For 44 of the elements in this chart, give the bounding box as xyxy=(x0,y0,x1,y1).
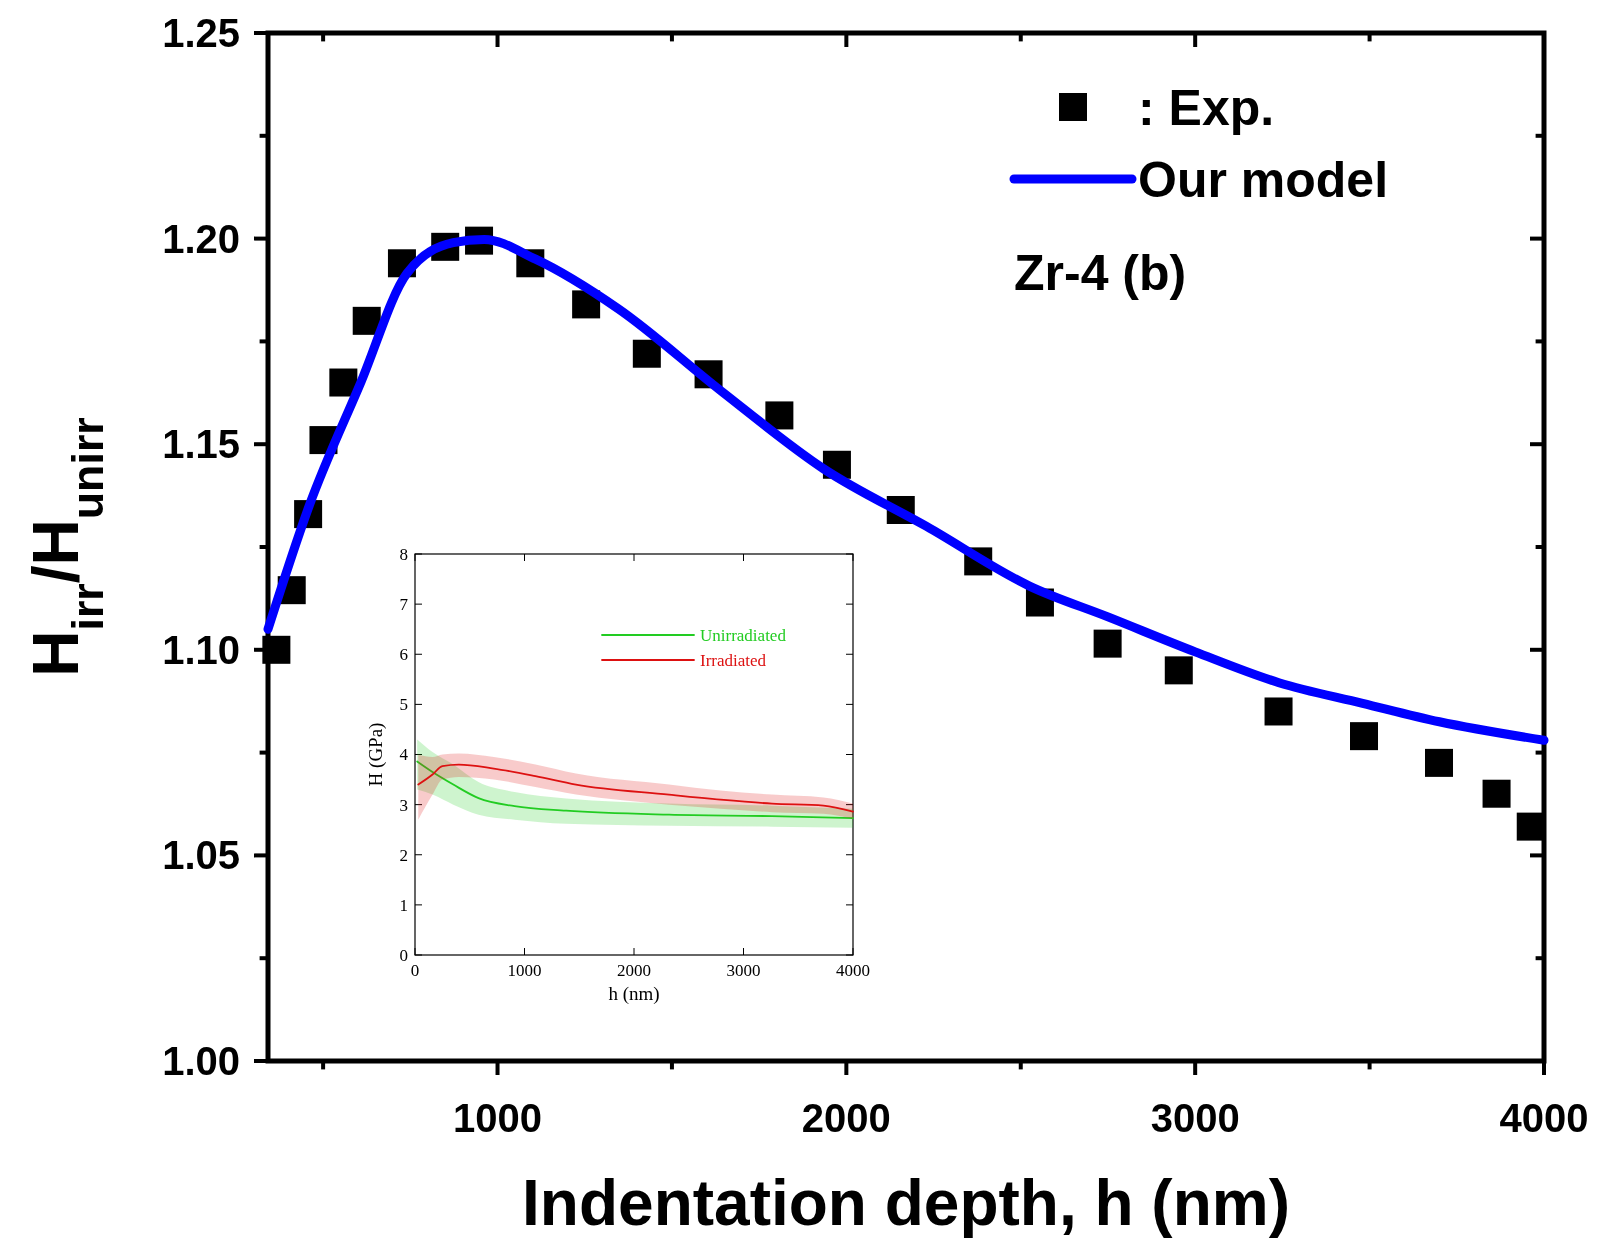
y-tick-label: 2 xyxy=(399,845,408,865)
x-tick-label: 2000 xyxy=(617,961,651,980)
point xyxy=(1093,629,1122,658)
text: Unirradiated xyxy=(700,625,787,645)
x-tick-label: 4000 xyxy=(836,961,870,980)
annotation: Zr-4 (b) xyxy=(1014,245,1187,302)
x-tick-label: 1000 xyxy=(507,961,542,980)
y-tick-label: 1.05 xyxy=(162,833,240,878)
y-tick-label: 3 xyxy=(399,795,408,815)
x-tick-label: 2000 xyxy=(801,1096,891,1140)
y-tick-label: 1.15 xyxy=(162,422,240,467)
y-tick-label: 1.10 xyxy=(162,627,240,672)
point xyxy=(1482,779,1511,808)
point xyxy=(262,635,291,664)
point xyxy=(1164,656,1193,685)
point xyxy=(352,306,381,335)
x-tick-label: 3000 xyxy=(1150,1096,1240,1140)
y-axis-title: H (GPa) xyxy=(365,722,387,787)
point xyxy=(1425,748,1453,777)
line-series xyxy=(417,763,854,813)
y-tick-label: 1.25 xyxy=(162,11,240,55)
y-tick-label: 1.00 xyxy=(162,1039,240,1083)
x-tick-label: 4000 xyxy=(1499,1096,1589,1140)
y-tick-label: 7 xyxy=(399,595,409,615)
y-tick-label: 1 xyxy=(399,895,408,915)
x-axis-title: Indentation depth, h (nm) xyxy=(522,1167,1290,1239)
legend-label: : Exp. xyxy=(1138,79,1275,136)
point xyxy=(1350,722,1379,751)
x-axis-title: h (nm) xyxy=(608,983,660,1005)
point xyxy=(632,339,661,368)
x-tick-label: 3000 xyxy=(726,961,761,980)
legend-label: Our model xyxy=(1138,151,1389,208)
y-tick-label: 0 xyxy=(399,945,408,965)
y-tick-label: 5 xyxy=(399,695,408,715)
y-tick-label: 1.20 xyxy=(162,216,240,261)
point xyxy=(329,368,358,397)
point xyxy=(765,401,794,430)
y-tick-label: 8 xyxy=(399,544,408,564)
y-tick-label: 6 xyxy=(399,645,408,665)
point xyxy=(1264,697,1293,726)
text: Irradiated xyxy=(700,650,767,670)
x-tick-label: 1000 xyxy=(453,1096,543,1140)
point xyxy=(1516,812,1545,841)
y-tick-label: 4 xyxy=(399,745,409,765)
